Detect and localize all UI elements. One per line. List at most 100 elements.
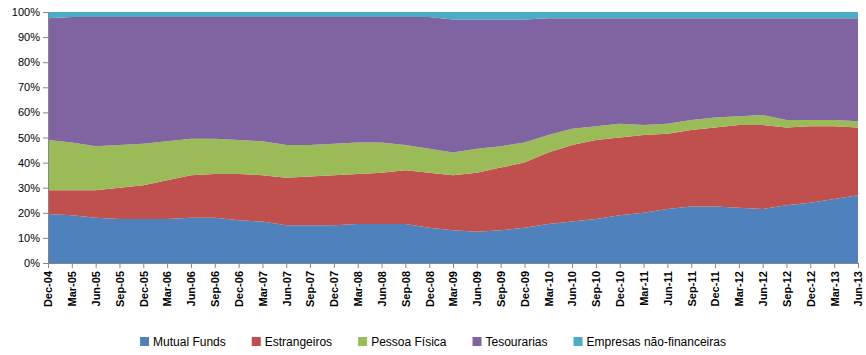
x-tick-mark — [810, 263, 811, 268]
x-tick-mark — [524, 263, 525, 268]
y-tick: 90% — [18, 31, 48, 43]
x-tick-mark — [596, 263, 597, 268]
x-tick: Sep-12 — [781, 263, 793, 307]
y-tick-label: 100% — [12, 6, 40, 18]
legend-swatch — [252, 337, 261, 346]
y-axis: 0% 10% 20% 30% 40% 50% 60% 70% 80% 90% 100% — [12, 6, 49, 269]
x-tick-label: Mar-05 — [66, 271, 78, 306]
x-tick: Jun-07 — [281, 263, 293, 306]
y-tick-mark — [43, 62, 48, 63]
x-tick: Jun-09 — [471, 263, 483, 306]
x-tick-label: Dec-06 — [233, 271, 245, 307]
x-tick-label: Sep-07 — [304, 271, 316, 307]
x-tick-label: Jun-06 — [185, 271, 197, 306]
x-tick-label: Sep-09 — [495, 271, 507, 307]
legend-swatch — [473, 337, 482, 346]
legend-label: Tesourarias — [486, 335, 548, 349]
legend-label: Empresas não-financeiras — [587, 335, 726, 349]
legend-item: Mutual Funds — [140, 335, 226, 349]
y-tick: 0% — [24, 257, 48, 269]
x-tick-mark — [453, 263, 454, 268]
x-tick-mark — [358, 263, 359, 268]
legend-swatch — [574, 337, 583, 346]
x-tick: Mar-05 — [66, 263, 78, 306]
y-tick-mark — [43, 163, 48, 164]
x-tick-mark — [262, 263, 263, 268]
x-tick-label: Dec-04 — [42, 270, 54, 307]
legend-swatch — [358, 337, 367, 346]
plot: 0% 10% 20% 30% 40% 50% 60% 70% 80% 90% 100% Dec-04 M… — [12, 6, 864, 307]
x-tick: Jun-06 — [185, 263, 197, 306]
x-tick: Jun-11 — [662, 263, 674, 306]
x-axis-line — [49, 264, 859, 269]
x-tick-mark — [72, 263, 73, 268]
x-tick-label: Dec-12 — [805, 271, 817, 307]
x-tick-label: Dec-09 — [519, 271, 531, 307]
x-tick-mark — [119, 263, 120, 268]
y-tick: 80% — [18, 56, 48, 68]
y-tick-label: 0% — [24, 257, 40, 269]
y-tick-label: 20% — [18, 207, 40, 219]
y-tick-label: 10% — [18, 232, 40, 244]
y-tick-mark — [43, 238, 48, 239]
legend: Mutual FundsEstrangeirosPessoa FísicaTes… — [140, 335, 726, 349]
areas — [48, 12, 858, 263]
chart: 0% 10% 20% 30% 40% 50% 60% 70% 80% 90% 100% Dec-04 M… — [0, 0, 866, 355]
x-tick: Dec-09 — [519, 263, 531, 307]
y-tick-label: 90% — [18, 31, 40, 43]
x-tick-mark — [834, 263, 835, 268]
x-tick-mark — [787, 263, 788, 268]
x-tick-mark — [691, 263, 692, 268]
y-tick-label: 60% — [18, 106, 40, 118]
y-tick-mark — [43, 37, 48, 38]
x-tick: Sep-10 — [590, 263, 602, 307]
y-tick: 60% — [18, 106, 48, 118]
x-tick: Jun-08 — [376, 263, 388, 306]
x-tick: Dec-11 — [709, 263, 721, 306]
x-tick: Sep-07 — [304, 263, 316, 307]
x-tick-mark — [739, 263, 740, 268]
y-tick-label: 80% — [18, 56, 40, 68]
x-tick-mark — [501, 263, 502, 268]
x-tick-label: Dec-05 — [138, 271, 150, 307]
x-tick: Dec-05 — [138, 263, 150, 307]
x-tick-label: Jun-11 — [662, 271, 674, 306]
x-tick: Jun-13 — [852, 263, 864, 306]
x-tick: Mar-10 — [543, 263, 555, 306]
x-tick-label: Sep-06 — [209, 271, 221, 307]
x-tick-mark — [667, 263, 668, 268]
legend-item: Estrangeiros — [252, 335, 332, 349]
x-tick-label: Jun-07 — [281, 271, 293, 306]
x-tick: Sep-11 — [686, 263, 698, 306]
x-tick-mark — [405, 263, 406, 268]
y-tick: 30% — [18, 182, 48, 194]
x-tick-mark — [143, 263, 144, 268]
x-tick: Dec-07 — [328, 263, 340, 307]
x-tick-mark — [334, 263, 335, 268]
x-tick: Mar-07 — [257, 263, 269, 306]
y-tick-mark — [43, 213, 48, 214]
y-tick-label: 70% — [18, 81, 40, 93]
x-tick-mark — [239, 263, 240, 268]
y-tick-mark — [43, 12, 48, 13]
x-tick-mark — [548, 263, 549, 268]
y-tick: 20% — [18, 207, 48, 219]
x-tick-label: Jun-09 — [471, 271, 483, 306]
x-tick-label: Jun-08 — [376, 271, 388, 306]
legend-label: Estrangeiros — [265, 335, 332, 349]
x-tick: Dec-06 — [233, 263, 245, 307]
x-tick-label: Mar-07 — [257, 271, 269, 306]
y-tick: 70% — [18, 81, 48, 93]
x-tick: Jun-05 — [90, 263, 102, 306]
x-tick-mark — [620, 263, 621, 268]
x-tick-mark — [310, 263, 311, 268]
y-tick: 40% — [18, 157, 48, 169]
y-tick-mark — [43, 188, 48, 189]
x-tick-label: Mar-06 — [161, 271, 173, 306]
legend-swatch — [140, 337, 149, 346]
x-tick-mark — [167, 263, 168, 268]
x-tick-label: Sep-05 — [114, 271, 126, 307]
x-tick: Dec-12 — [805, 263, 817, 307]
y-tick-label: 50% — [18, 132, 40, 144]
x-tick: Sep-09 — [495, 263, 507, 307]
